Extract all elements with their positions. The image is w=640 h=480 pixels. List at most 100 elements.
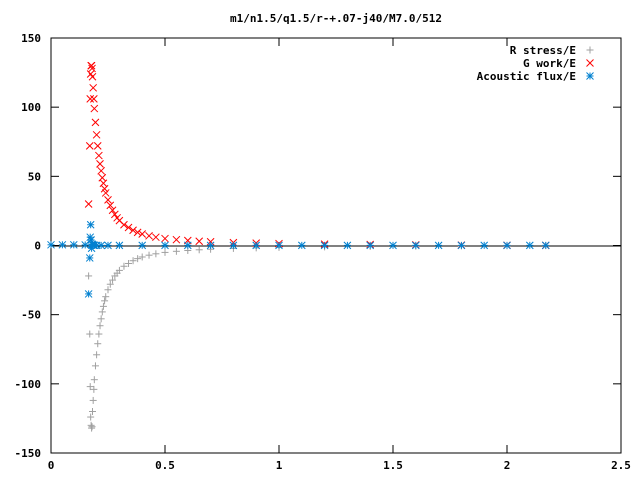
data-point: [86, 330, 94, 338]
y-tick-label: 0: [34, 240, 41, 253]
data-point: [138, 230, 147, 238]
data-point: [101, 297, 109, 305]
data-point: [115, 241, 124, 250]
legend-label: R stress/E: [510, 44, 576, 57]
data-point: [106, 201, 115, 210]
series-2: [47, 220, 550, 298]
data-point: [89, 396, 97, 404]
data-point: [104, 286, 112, 294]
axes: 0 0.5 1 1.5 2 2.5 150 100 50 0 -50 -100 -150: [15, 32, 631, 472]
data-point: [411, 241, 420, 250]
data-point: [84, 290, 93, 298]
data-point: [96, 160, 104, 168]
legend-marker: [586, 46, 594, 54]
legend-label: Acoustic flux/E: [477, 70, 576, 83]
data-point: [86, 220, 95, 229]
data-point: [152, 233, 160, 242]
data-point: [90, 385, 98, 393]
data-point: [195, 246, 203, 254]
y-tick-label: 50: [28, 170, 41, 183]
data-point: [99, 302, 107, 310]
data-point: [206, 241, 215, 250]
data-point: [124, 223, 133, 232]
data-point: [343, 241, 352, 250]
data-point: [89, 83, 98, 92]
data-point: [87, 61, 96, 70]
data-point: [229, 241, 238, 250]
data-point: [366, 241, 375, 250]
data-point: [106, 280, 114, 288]
legend-label: G work/E: [523, 57, 576, 70]
data-point: [133, 228, 142, 237]
y-tick-label: 100: [21, 101, 41, 114]
data-point: [91, 362, 99, 370]
data-point: [97, 166, 106, 175]
data-point: [120, 220, 128, 229]
data-point: [90, 376, 98, 384]
data-point: [457, 241, 466, 250]
data-point: [97, 241, 106, 250]
data-point: [541, 241, 550, 250]
data-point: [320, 241, 329, 250]
data-point: [161, 248, 169, 256]
data-point: [90, 95, 98, 103]
legend-marker: [586, 72, 594, 80]
data-point: [195, 237, 204, 246]
x-tick-label: 2.5: [611, 459, 631, 472]
data-point: [525, 241, 534, 250]
data-point: [109, 276, 117, 284]
data-point: [81, 241, 90, 249]
data-point: [47, 240, 55, 249]
x-tick-label: 0: [48, 459, 55, 472]
y-tick-label: -100: [15, 378, 42, 391]
y-tick-label: -50: [21, 309, 41, 322]
data-point: [85, 272, 93, 280]
data-point: [145, 251, 153, 259]
data-point: [297, 241, 306, 250]
data-point: [96, 322, 104, 330]
data-point: [94, 340, 102, 348]
data-point: [92, 130, 101, 139]
data-point: [161, 234, 169, 243]
data-point: [95, 330, 103, 338]
legend-marker: [586, 59, 594, 67]
data-point: [97, 315, 105, 323]
data-point: [172, 247, 180, 255]
data-point: [275, 241, 283, 250]
data-point: [503, 241, 511, 250]
series-layer: [47, 61, 550, 432]
data-point: [120, 262, 128, 270]
data-point: [102, 293, 110, 301]
data-point: [95, 151, 103, 160]
data-point: [152, 250, 160, 258]
x-tick-label: 0.5: [155, 459, 175, 472]
data-point: [98, 308, 106, 316]
data-point: [85, 142, 94, 150]
data-point: [129, 226, 137, 235]
data-point: [161, 241, 169, 250]
data-point: [84, 200, 93, 208]
data-point: [104, 195, 112, 204]
data-point: [101, 189, 110, 197]
x-tick-label: 1: [276, 459, 283, 472]
data-point: [138, 253, 146, 261]
data-point: [88, 64, 96, 73]
x-tick-label: 2: [504, 459, 511, 472]
data-point: [389, 241, 397, 250]
data-point: [434, 241, 443, 250]
data-point: [85, 254, 94, 262]
y-tick-label: 150: [21, 32, 41, 45]
data-point: [145, 231, 153, 240]
data-point: [129, 257, 137, 265]
data-point: [86, 95, 95, 103]
data-point: [183, 241, 192, 250]
data-point: [206, 237, 215, 246]
data-point: [172, 235, 181, 244]
data-point: [88, 408, 96, 415]
y-tick-label: -150: [15, 447, 42, 460]
data-point: [88, 423, 96, 431]
data-point: [108, 206, 117, 215]
x-tick-label: 1.5: [383, 459, 403, 472]
data-point: [86, 383, 94, 391]
